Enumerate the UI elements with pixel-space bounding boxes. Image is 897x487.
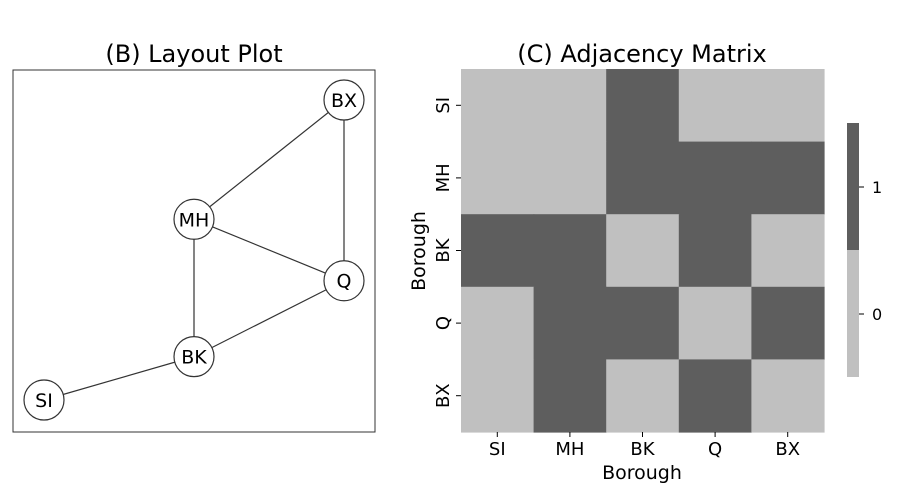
colorbar-segment-1 xyxy=(847,123,859,250)
cell-bk-si xyxy=(461,214,535,288)
edge-bk-q xyxy=(193,280,345,358)
cell-bx-mh xyxy=(533,359,607,433)
heatmap-x-axis-label: Borough xyxy=(602,462,682,484)
edge-si-bk xyxy=(43,356,195,401)
node-label: SI xyxy=(35,390,53,412)
cell-bx-si xyxy=(461,359,535,433)
cell-q-q xyxy=(678,286,752,360)
x-tick-label: BX xyxy=(775,439,800,460)
cell-q-bk xyxy=(606,286,680,360)
cell-mh-mh xyxy=(533,141,607,215)
cell-mh-bk xyxy=(606,141,680,215)
node-circle xyxy=(173,336,215,378)
edge-mh-bx xyxy=(193,99,345,220)
layout-plot-panel: (B) Layout Plot SI BK MH Q BX xyxy=(12,40,376,433)
heatmap-cells xyxy=(461,69,825,433)
cell-bx-bk xyxy=(606,359,680,433)
node-bk: BK xyxy=(173,336,215,378)
node-label: Q xyxy=(337,271,352,293)
cell-mh-bx xyxy=(751,141,825,215)
layout-plot-title: (B) Layout Plot xyxy=(105,40,282,68)
x-tick-label: SI xyxy=(489,439,506,460)
x-tick-label: BK xyxy=(630,439,655,460)
cell-si-bk xyxy=(606,69,680,143)
edge-mh-q xyxy=(193,218,345,282)
adjacency-matrix-panel: (C) Adjacency Matrix SI MH BK Q BX SI MH BK Q BX… xyxy=(408,40,882,484)
node-bx: BX xyxy=(323,79,365,121)
cell-bx-bx xyxy=(751,359,825,433)
y-tick-label: BX xyxy=(433,383,454,408)
cell-si-mh xyxy=(533,69,607,143)
x-tick-label: Q xyxy=(708,439,722,460)
cell-bx-q xyxy=(678,359,752,433)
node-circle xyxy=(173,198,215,240)
node-circle xyxy=(323,79,365,121)
cell-si-q xyxy=(678,69,752,143)
x-tick-label: MH xyxy=(555,439,584,460)
cell-si-bx xyxy=(751,69,825,143)
layout-plot-frame xyxy=(12,69,376,433)
adjacency-matrix-title: (C) Adjacency Matrix xyxy=(517,40,766,68)
cell-bk-q xyxy=(678,214,752,288)
node-mh: MH xyxy=(173,198,215,240)
cell-bk-bx xyxy=(751,214,825,288)
y-tick-label: BK xyxy=(433,237,454,262)
colorbar: 01 xyxy=(847,123,882,377)
colorbar-segment-0 xyxy=(847,250,859,377)
node-label: MH xyxy=(179,209,210,231)
cell-mh-si xyxy=(461,141,535,215)
cell-bk-bk xyxy=(606,214,680,288)
cell-bk-mh xyxy=(533,214,607,288)
cell-q-bx xyxy=(751,286,825,360)
node-circle xyxy=(323,260,365,302)
heatmap-y-ticks: SI MH BK Q BX xyxy=(433,97,461,408)
node-label: BX xyxy=(331,90,357,112)
node-label: BK xyxy=(181,347,207,369)
cell-mh-q xyxy=(678,141,752,215)
node-q: Q xyxy=(323,260,365,302)
colorbar-tick-label: 1 xyxy=(872,178,882,197)
cell-q-si xyxy=(461,286,535,360)
cell-q-mh xyxy=(533,286,607,360)
colorbar-tick-label: 0 xyxy=(872,305,882,324)
y-tick-label: MH xyxy=(433,163,454,192)
y-tick-label: Q xyxy=(433,316,454,330)
heatmap-y-axis-label: Borough xyxy=(408,211,430,291)
node-circle xyxy=(23,379,65,421)
y-tick-label: SI xyxy=(433,97,454,114)
network-nodes: SI BK MH Q BX xyxy=(23,79,365,421)
node-si: SI xyxy=(23,379,65,421)
cell-si-si xyxy=(461,69,535,143)
network-edges xyxy=(43,99,345,401)
heatmap-x-ticks: SI MH BK Q BX xyxy=(489,432,800,460)
